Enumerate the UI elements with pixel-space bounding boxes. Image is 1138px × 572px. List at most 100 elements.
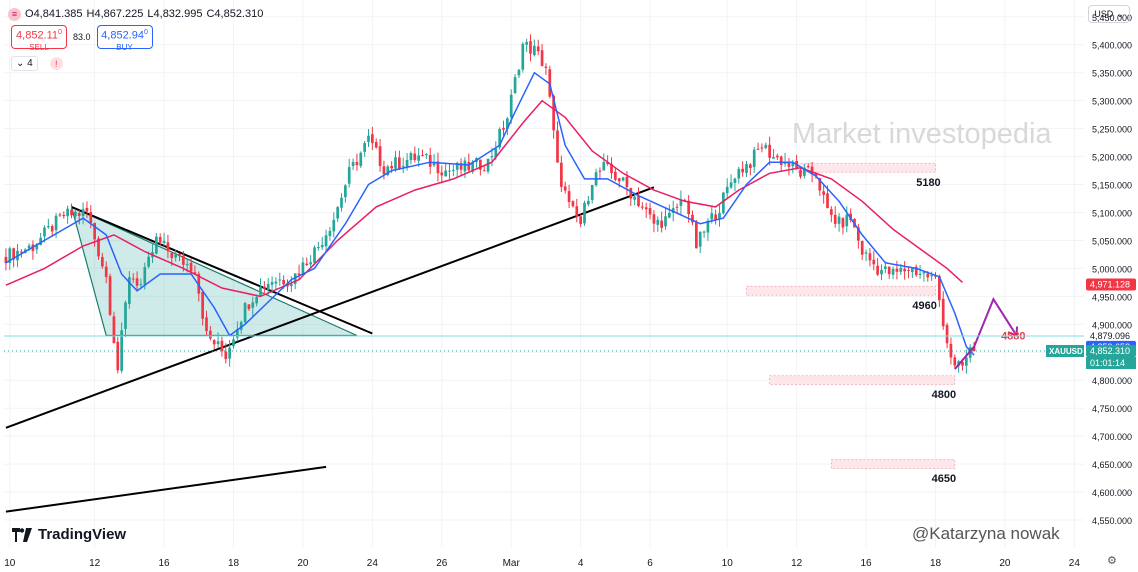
- time-axis-background: [0, 548, 1138, 572]
- candle-body: [830, 209, 833, 215]
- spread-value: 83.0: [73, 32, 91, 42]
- candle-body: [209, 330, 212, 339]
- indicator-count: 4: [27, 58, 33, 69]
- candle-body: [644, 207, 648, 210]
- candle-body: [251, 302, 255, 308]
- candle-body: [961, 361, 964, 366]
- candle-body: [768, 144, 771, 158]
- candle-body: [718, 212, 721, 220]
- candle-body: [864, 252, 868, 254]
- candle-body: [660, 220, 663, 228]
- chevron-down-icon: ⌄: [16, 58, 25, 69]
- ema-slow-line: [5, 99, 964, 298]
- candle-body: [525, 42, 528, 45]
- candle-body: [610, 164, 613, 174]
- candle-body: [907, 269, 910, 271]
- candle-body: [903, 268, 906, 272]
- candle-body: [43, 227, 46, 237]
- y-tick-label: 5,000.000: [1092, 264, 1132, 274]
- y-tick-label: 4,750.000: [1092, 404, 1132, 414]
- candle-body: [351, 162, 355, 167]
- candle-body: [494, 148, 498, 158]
- candle-body: [509, 94, 513, 118]
- countdown-label: 01:01:14: [1090, 358, 1125, 368]
- sell-button[interactable]: 4,852.110 SELL: [11, 25, 67, 52]
- candle-body: [818, 178, 822, 191]
- time-axis[interactable]: 10 12 16 18 20 24 26 Mar 4 6 10 12 16 18 20 24: [0, 548, 1138, 572]
- level-label-4800: 4800: [932, 389, 956, 401]
- candle-body: [201, 291, 204, 319]
- candle-body: [513, 77, 517, 94]
- trendline: [5, 186, 655, 429]
- candle-body: [664, 216, 667, 227]
- candle-body: [425, 154, 428, 156]
- candle-body: [455, 162, 459, 170]
- candle-body: [432, 162, 436, 166]
- candle-body: [544, 66, 548, 68]
- zone-box: [746, 285, 936, 296]
- candle-body: [247, 304, 251, 309]
- x-tick-label: 24: [367, 558, 379, 569]
- candle-body: [155, 236, 158, 254]
- y-tick-label: 5,450.000: [1092, 13, 1132, 23]
- candle-body: [74, 211, 77, 217]
- candle-body: [147, 256, 150, 267]
- y-tick-label: 4,800.000: [1092, 376, 1132, 386]
- zone-box: [769, 375, 956, 386]
- candle-body: [791, 162, 795, 167]
- candle-body: [764, 144, 768, 148]
- level-label-5180: 5180: [916, 177, 940, 189]
- candle-body: [344, 185, 347, 198]
- indicator-toggle[interactable]: ⌄ 4: [11, 56, 38, 71]
- candle-body: [911, 268, 914, 273]
- candle-body: [116, 341, 120, 371]
- symbol-tag-box: [1046, 344, 1084, 357]
- tradingview-logo[interactable]: TradingView: [12, 526, 126, 543]
- candle-body: [691, 214, 694, 223]
- y-tick-label: 5,150.000: [1092, 181, 1132, 191]
- candle-body: [297, 273, 301, 276]
- candle-body: [725, 186, 729, 194]
- candle-body: [85, 207, 89, 212]
- candle-body: [899, 267, 903, 272]
- candle-body: [625, 176, 629, 188]
- candle-body: [668, 212, 671, 218]
- candle-body: [675, 206, 679, 208]
- candle-body: [54, 215, 58, 231]
- x-tick-label: 16: [861, 558, 873, 569]
- y-tick-label: 4,600.000: [1092, 488, 1132, 498]
- author-credit: @Katarzyna nowak: [912, 524, 1060, 543]
- x-tick-label: 18: [228, 558, 240, 569]
- candle-body: [448, 170, 451, 172]
- candle-body: [714, 214, 717, 220]
- candle-body: [259, 286, 262, 296]
- x-tick-label: 10: [722, 558, 734, 569]
- warning-icon[interactable]: !: [49, 57, 63, 70]
- candle-body: [27, 245, 31, 249]
- buy-button[interactable]: 4,852.940 BUY: [96, 25, 153, 52]
- symbol-icon[interactable]: ≡: [8, 7, 21, 21]
- price-axis[interactable]: 4,550.000 4,600.000 4,650.000 4,700.000 4,75…: [1084, 0, 1138, 548]
- x-tick-label: Mar: [503, 558, 521, 569]
- candle-body: [278, 279, 282, 281]
- settings-icon[interactable]: ⚙: [1107, 555, 1117, 567]
- price-label-text: 4,879.096: [1090, 331, 1130, 341]
- candle-body: [293, 273, 297, 285]
- moving-averages: [5, 71, 975, 356]
- price-axis-background: [1084, 0, 1138, 548]
- x-tick-label: 6: [647, 558, 653, 569]
- currency-selector[interactable]: USD ⌄: [1088, 5, 1130, 23]
- candle-body: [826, 193, 829, 209]
- candle-body: [810, 166, 814, 175]
- candle-body: [880, 269, 883, 275]
- candle-body: [428, 155, 432, 167]
- logo-text: TradingView: [38, 526, 127, 543]
- y-tick-label: 4,950.000: [1092, 292, 1132, 302]
- candle-body: [641, 206, 644, 208]
- candle-body: [135, 278, 139, 286]
- candle-body: [386, 166, 390, 175]
- candle-body: [783, 161, 787, 165]
- candle-body: [891, 268, 895, 275]
- trendlines: [5, 186, 655, 513]
